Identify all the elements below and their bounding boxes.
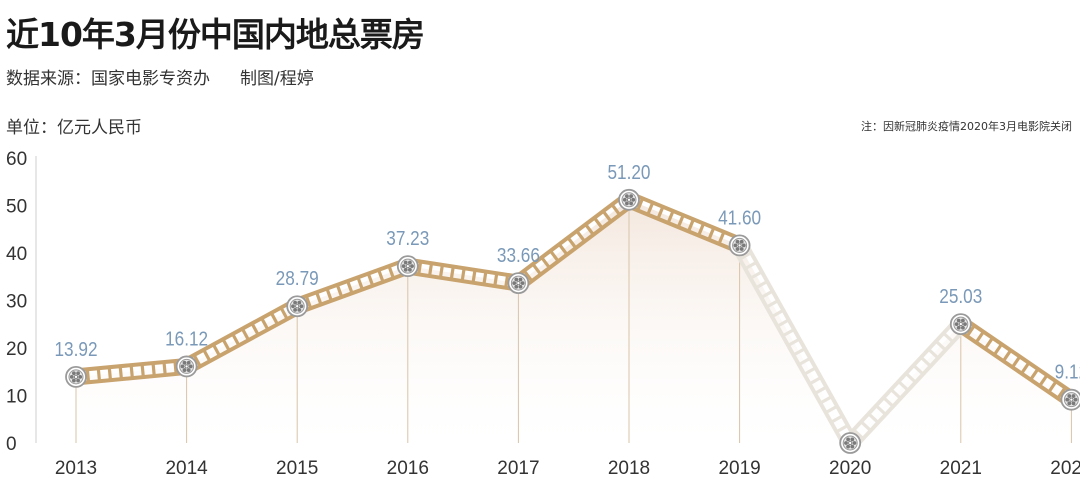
film-segment: [955, 316, 1078, 408]
film-segment: [73, 357, 190, 386]
x-tick-label: 2019: [718, 458, 760, 479]
data-source: 数据来源：国家电影专资办: [6, 69, 210, 89]
y-tick-label: 50: [6, 197, 27, 218]
y-tick-label: 20: [6, 339, 27, 360]
x-tick-label: 2016: [387, 458, 429, 479]
x-tick-label: 2015: [276, 458, 318, 479]
x-tick-label: 2014: [165, 458, 208, 479]
x-tick-label: 2020: [829, 458, 871, 479]
chart-title: 近10年3月份中国内地总票房: [6, 15, 425, 54]
film-segment: [512, 192, 635, 291]
data-label: 9.12: [1055, 360, 1080, 383]
x-tick-label: 2022: [1050, 458, 1080, 479]
data-point: [286, 295, 309, 318]
chart-subtitle: 数据来源：国家电影专资办 制图/程婷: [6, 64, 314, 89]
data-point: [396, 255, 419, 278]
data-label: 41.60: [718, 206, 761, 229]
y-tick-label: 60: [6, 149, 27, 170]
y-tick-label: 0: [6, 434, 17, 455]
y-tick-label: 30: [6, 292, 27, 313]
film-segment: [292, 258, 413, 315]
chart-note: 注：因新冠肺炎疫情2020年3月电影院关闭: [861, 120, 1072, 133]
data-label: 25.03: [939, 285, 982, 308]
x-tick-label: 2021: [940, 458, 982, 479]
x-tick-label: 2018: [608, 458, 650, 479]
film-segment: [181, 298, 303, 375]
data-point: [839, 432, 862, 454]
y-tick-label: 10: [6, 387, 27, 408]
data-label: 37.23: [386, 227, 429, 250]
x-tick-label: 2017: [497, 458, 539, 479]
film-segment: [624, 191, 745, 254]
data-label: 33.66: [497, 244, 540, 267]
x-tick-label: 2013: [55, 458, 97, 479]
chart-credit: 制图/程婷: [240, 69, 314, 89]
unit-label: 单位：亿元人民币: [6, 118, 142, 138]
data-point: [949, 313, 972, 336]
data-point: [507, 272, 530, 295]
film-segment: [404, 257, 522, 292]
data-point: [618, 188, 640, 211]
data-label: 13.92: [54, 338, 97, 361]
data-point: [65, 365, 87, 388]
film-segment: [843, 317, 968, 450]
y-tick-label: 40: [6, 244, 27, 265]
data-label: 51.20: [607, 161, 650, 184]
data-point: [728, 234, 751, 257]
data-label: 28.79: [276, 267, 319, 290]
data-point: [1060, 388, 1080, 411]
data-label: 16.12: [165, 327, 208, 350]
data-point: [175, 355, 198, 378]
film-segment: [731, 240, 858, 449]
area-fill: [76, 199, 1072, 443]
